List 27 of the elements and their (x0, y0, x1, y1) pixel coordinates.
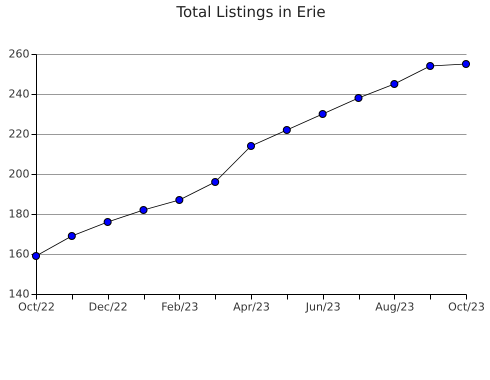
point (318, 110, 327, 118)
y-tick-label: 180 (8, 208, 30, 220)
point (462, 60, 470, 68)
y-tick-label: 140 (8, 288, 30, 300)
y-tick-label: 240 (8, 88, 30, 100)
x-tick-label: Jun/23 (304, 300, 341, 314)
point (211, 178, 220, 186)
point (104, 218, 112, 226)
x-tick-label: Feb/23 (161, 300, 198, 314)
x-tick-label: Oct/22 (18, 300, 55, 314)
x-tick-label: Aug/23 (375, 300, 414, 314)
y-tick-label: 160 (8, 248, 30, 260)
x-tick-label: Oct/23 (448, 300, 485, 314)
point (282, 126, 291, 134)
point (426, 62, 434, 70)
chart-title: Total Listings in Erie (175, 3, 326, 21)
x-tick-label: Dec/22 (88, 300, 128, 314)
point (354, 94, 363, 102)
y-tick-label: 260 (8, 48, 30, 60)
x-tick-label: Apr/23 (233, 300, 270, 314)
y-tick-label: 220 (8, 128, 30, 140)
point (175, 196, 184, 204)
point (68, 232, 76, 240)
point (390, 80, 398, 88)
point (246, 142, 256, 150)
y-tick-label: 200 (8, 168, 30, 180)
point (139, 206, 148, 214)
